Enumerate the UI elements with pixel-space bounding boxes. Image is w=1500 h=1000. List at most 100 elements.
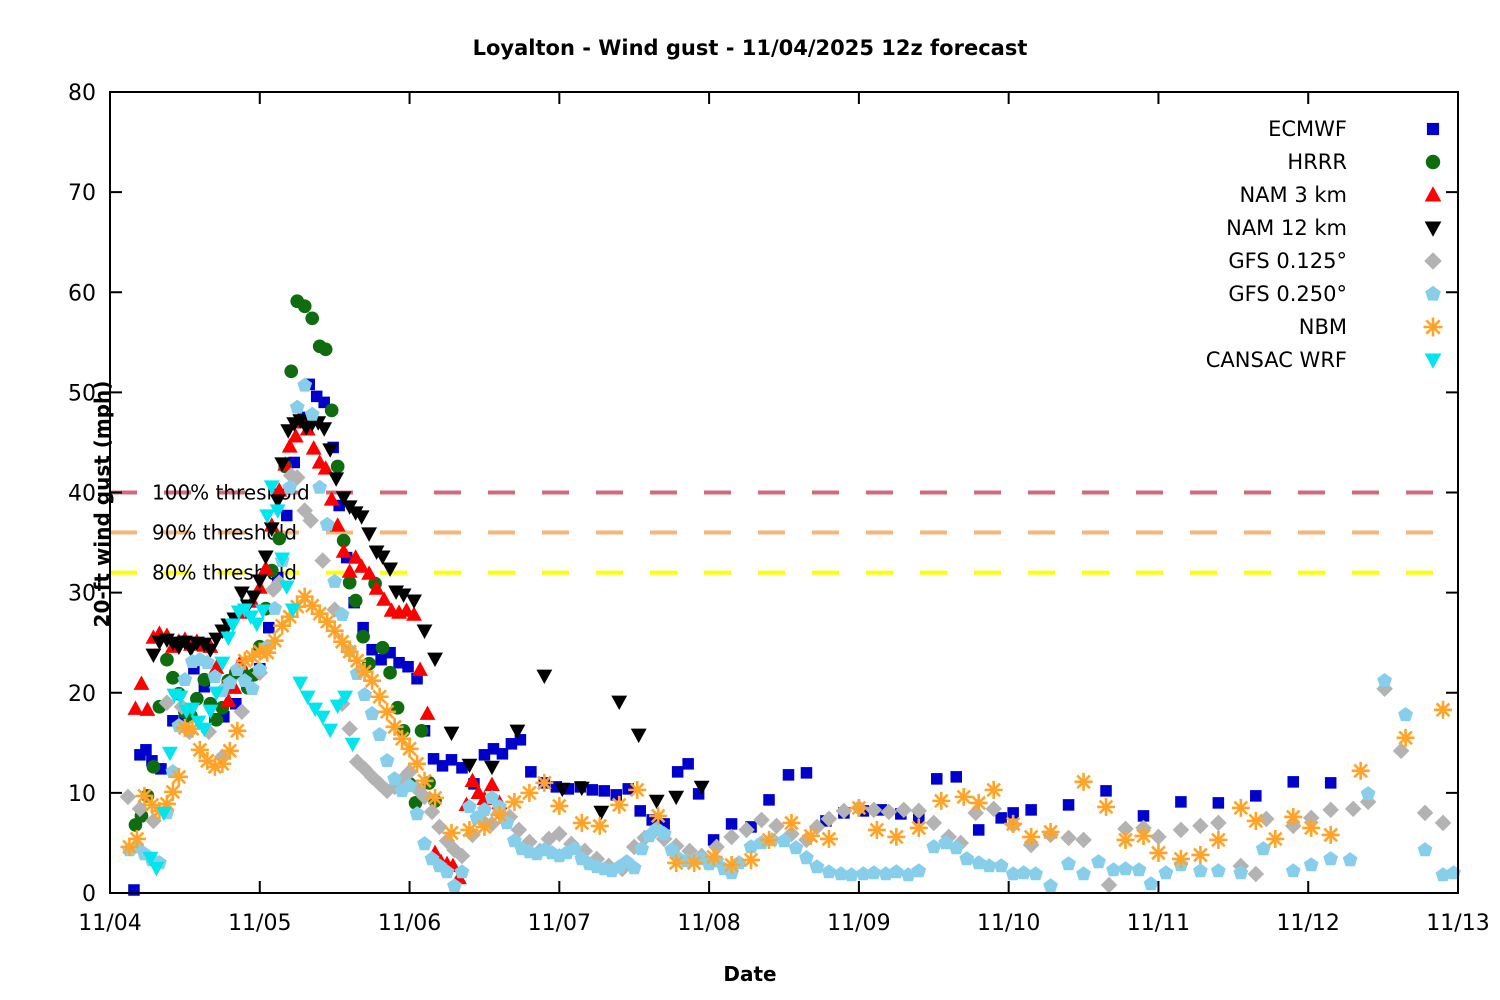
point-square xyxy=(134,749,146,761)
point-asterisk xyxy=(552,798,567,814)
point-circle xyxy=(197,672,212,687)
point-asterisk xyxy=(686,855,702,871)
point-triangle-up xyxy=(317,460,334,475)
point-pentagon xyxy=(334,606,350,621)
point-asterisk xyxy=(379,704,395,720)
point-asterisk xyxy=(1005,816,1021,832)
point-square xyxy=(445,754,458,766)
point-square xyxy=(402,660,414,673)
point-triangle-up xyxy=(464,772,481,787)
point-triangle-down xyxy=(328,472,345,487)
point-triangle-down xyxy=(593,805,610,821)
point-diamond xyxy=(1344,800,1362,818)
point-asterisk xyxy=(334,634,350,649)
x-axis-title: Date xyxy=(723,962,777,986)
point-diamond xyxy=(738,821,755,839)
point-asterisk xyxy=(427,790,443,806)
point-diamond xyxy=(145,812,162,830)
legend-label: CANSAC WRF xyxy=(1206,348,1347,372)
point-circle xyxy=(190,691,204,706)
point-square xyxy=(128,884,140,896)
point-asterisk xyxy=(165,784,181,800)
point-pentagon xyxy=(177,671,193,687)
point-asterisk xyxy=(1267,831,1283,847)
point-asterisk xyxy=(417,773,432,789)
point-pentagon xyxy=(566,841,582,856)
point-asterisk xyxy=(342,644,357,659)
point-pentagon xyxy=(993,858,1009,873)
point-pentagon xyxy=(507,833,522,848)
point-diamond xyxy=(1392,742,1410,760)
point-asterisk xyxy=(267,633,283,648)
point-pentagon xyxy=(207,668,223,684)
point-asterisk xyxy=(129,831,145,847)
point-triangle-up xyxy=(341,563,358,578)
point-asterisk xyxy=(1098,799,1114,815)
point-pentagon xyxy=(1118,861,1133,876)
point-asterisk xyxy=(215,756,230,772)
point-diamond xyxy=(835,802,853,820)
point-diamond xyxy=(233,703,251,721)
point-asterisk xyxy=(492,807,507,823)
point-pentagon xyxy=(634,841,650,856)
point-triangle-up xyxy=(133,675,150,690)
point-pentagon xyxy=(788,840,804,855)
series-nbm xyxy=(120,587,1453,874)
point-diamond xyxy=(910,802,928,820)
point-triangle-up xyxy=(323,491,340,506)
point-square xyxy=(692,788,705,800)
point-pentagon xyxy=(454,864,470,879)
point-asterisk xyxy=(304,598,320,613)
point-asterisk xyxy=(372,689,387,705)
point-asterisk xyxy=(357,664,372,680)
point-square xyxy=(525,766,537,778)
point-pentagon xyxy=(1303,857,1319,872)
point-square xyxy=(1212,797,1225,809)
point-square xyxy=(436,760,449,772)
point-diamond xyxy=(1075,831,1092,849)
point-asterisk xyxy=(761,832,777,848)
point-asterisk xyxy=(222,743,238,759)
series-nam-12-km xyxy=(145,414,710,821)
point-square xyxy=(682,758,694,770)
y-tick-label: 30 xyxy=(68,582,96,607)
point-pentagon xyxy=(948,840,964,855)
point-pentagon xyxy=(327,573,343,588)
point-pentagon xyxy=(900,867,916,882)
point-triangle-down xyxy=(648,794,665,810)
point-pentagon xyxy=(1076,866,1091,881)
point-diamond xyxy=(453,847,471,865)
point-triangle-down xyxy=(202,643,219,658)
point-diamond xyxy=(1192,817,1209,835)
point-triangle-down xyxy=(322,723,339,739)
point-pentagon xyxy=(409,806,425,821)
point-square xyxy=(505,738,518,750)
point-triangle-down xyxy=(611,695,628,711)
point-diamond xyxy=(270,574,288,591)
point-square xyxy=(140,744,152,756)
point-square xyxy=(496,748,509,760)
point-diamond xyxy=(1150,828,1167,846)
point-square xyxy=(218,711,230,723)
point-asterisk xyxy=(259,645,275,660)
point-square xyxy=(1137,810,1150,822)
point-pentagon xyxy=(1417,842,1433,857)
point-square xyxy=(366,643,378,656)
legend-label: GFS 0.250° xyxy=(1228,282,1347,306)
point-asterisk xyxy=(462,822,477,838)
point-triangle-down xyxy=(263,480,280,495)
point-square xyxy=(514,734,527,746)
point-diamond xyxy=(1424,252,1442,270)
point-pentagon xyxy=(447,878,462,893)
point-diamond xyxy=(341,720,358,738)
point-triangle-down xyxy=(307,702,324,718)
point-diamond xyxy=(880,803,898,821)
point-triangle-down xyxy=(395,588,412,603)
point-triangle-up xyxy=(139,701,156,716)
point-triangle-up xyxy=(353,558,370,573)
y-tick-label: 10 xyxy=(68,782,96,807)
point-triangle-down xyxy=(224,618,241,633)
point-pentagon xyxy=(971,855,987,870)
series-ecmwf xyxy=(128,378,1337,896)
point-triangle-down xyxy=(251,574,268,589)
